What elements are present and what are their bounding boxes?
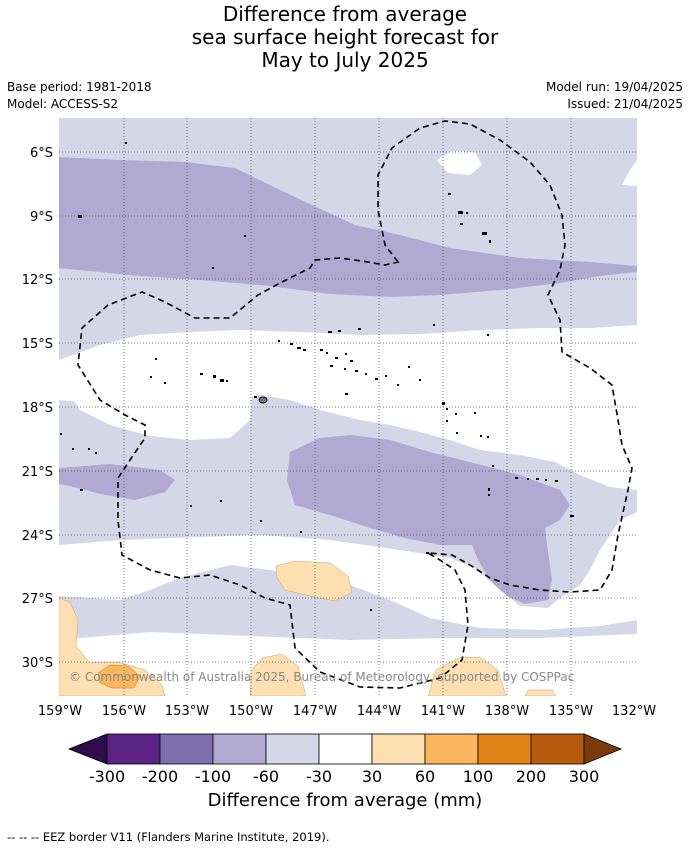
colorbar-label: Difference from average (mm): [207, 790, 483, 811]
lat-label-27s: 27°S: [22, 592, 53, 607]
meta-left: Base period: 1981-2018 Model: ACCESS-S2: [7, 79, 152, 113]
cbar-tick-minus100: -100: [195, 767, 231, 786]
lon-label-150w: 150°W: [229, 704, 273, 719]
cbar-tick-minus60: -60: [253, 767, 279, 786]
anomaly-patch-orange-dark: [97, 664, 141, 689]
sea-level-map: © Commonwealth of Australia 2025, Bureau…: [22, 118, 656, 719]
colorbar-swatches: [106, 733, 585, 765]
lon-label-144w: 144°W: [357, 704, 401, 719]
title-line-1: Difference from average: [222, 2, 468, 26]
lat-label-21s: 21°S: [22, 465, 53, 480]
eez-legend-footnote: -- -- -- EEZ border V11 (Flanders Marine…: [7, 830, 330, 844]
swatch-minus200-minus100: [159, 733, 214, 765]
anomaly-patch-orange-4: [427, 656, 507, 696]
eez-border: [77, 120, 633, 689]
copyright-text: © Commonwealth of Australia 2025, Bureau…: [69, 670, 574, 684]
cbar-tick-60: 60: [415, 767, 435, 786]
lat-label-30s: 30°S: [22, 656, 53, 671]
anomaly-band-white-south: [59, 512, 637, 630]
colorbar-ticks: -300 -200 -100 -60 -30 30 60 100 200 300: [89, 767, 599, 786]
swatch-minus60-minus30: [265, 733, 320, 765]
base-period-text: Base period: 1981-2018: [7, 80, 152, 94]
islands: [60, 142, 574, 611]
anomaly-patch-orange-2: [59, 597, 166, 696]
title-line-3: May to July 2025: [261, 48, 429, 72]
lon-label-138w: 138°W: [485, 704, 529, 719]
anomaly-patch-light-purple-south: [112, 594, 168, 632]
colorbar-under-arrow: [67, 733, 108, 765]
model-text: Model: ACCESS-S2: [7, 97, 119, 111]
lat-label-15s: 15°S: [22, 337, 53, 352]
swatch-minus300-minus200: [106, 733, 161, 765]
title-line-2: sea surface height forecast for: [191, 25, 499, 49]
colorbar-over-arrow: [583, 733, 623, 765]
anomaly-patch-orange-3: [249, 653, 307, 696]
anomaly-patch-orange-1: [275, 560, 353, 602]
cbar-tick-200: 200: [516, 767, 547, 786]
lat-label-9s: 9°S: [30, 210, 53, 225]
anomaly-band-purple-north: [59, 157, 637, 297]
longitude-labels: 159°W 156°W 153°W 150°W 147°W 144°W 141°…: [38, 704, 656, 719]
anomaly-patch-purple-south: [287, 435, 570, 604]
cbar-tick-minus200: -200: [142, 767, 178, 786]
cbar-tick-300: 300: [569, 767, 600, 786]
lat-label-12s: 12°S: [22, 273, 53, 288]
anomaly-patch-white-northeast: [437, 151, 482, 175]
lat-label-24s: 24°S: [22, 529, 53, 544]
gridlines: [59, 118, 637, 696]
colorbar: -300 -200 -100 -60 -30 30 60 100 200 300: [67, 733, 623, 786]
latitude-labels: 6°S 9°S 12°S 15°S 18°S 21°S 24°S 27°S 30…: [22, 146, 53, 671]
issued-text: Issued: 21/04/2025: [567, 97, 683, 111]
cbar-tick-minus300: -300: [89, 767, 125, 786]
cbar-tick-minus30: -30: [306, 767, 332, 786]
swatch-200-300: [530, 733, 585, 765]
cbar-tick-100: 100: [463, 767, 494, 786]
lat-label-18s: 18°S: [22, 401, 53, 416]
lon-label-132w: 132°W: [612, 704, 656, 719]
swatch-30-60: [371, 733, 426, 765]
swatch-minus100-minus60: [212, 733, 267, 765]
lon-label-147w: 147°W: [293, 704, 337, 719]
map-title: Difference from average sea surface heig…: [0, 3, 690, 72]
lon-label-159w: 159°W: [38, 704, 82, 719]
lon-label-135w: 135°W: [549, 704, 593, 719]
lon-label-153w: 153°W: [165, 704, 209, 719]
lon-label-141w: 141°W: [421, 704, 465, 719]
anomaly-patch-white-northeast-edge: [622, 160, 637, 186]
cbar-tick-30: 30: [362, 767, 382, 786]
lon-label-156w: 156°W: [102, 704, 146, 719]
lat-label-6s: 6°S: [30, 146, 53, 161]
swatch-100-200: [477, 733, 532, 765]
anomaly-patch-purple-southwest: [59, 464, 175, 500]
anomaly-patch-orange-5: [524, 689, 557, 696]
anomaly-patch-white-left: [68, 362, 252, 440]
swatch-minus30-30: [318, 733, 373, 765]
meta-right: Model run: 19/04/2025 Issued: 21/04/2025: [546, 79, 683, 113]
swatch-60-100: [424, 733, 479, 765]
model-run-text: Model run: 19/04/2025: [545, 80, 683, 94]
